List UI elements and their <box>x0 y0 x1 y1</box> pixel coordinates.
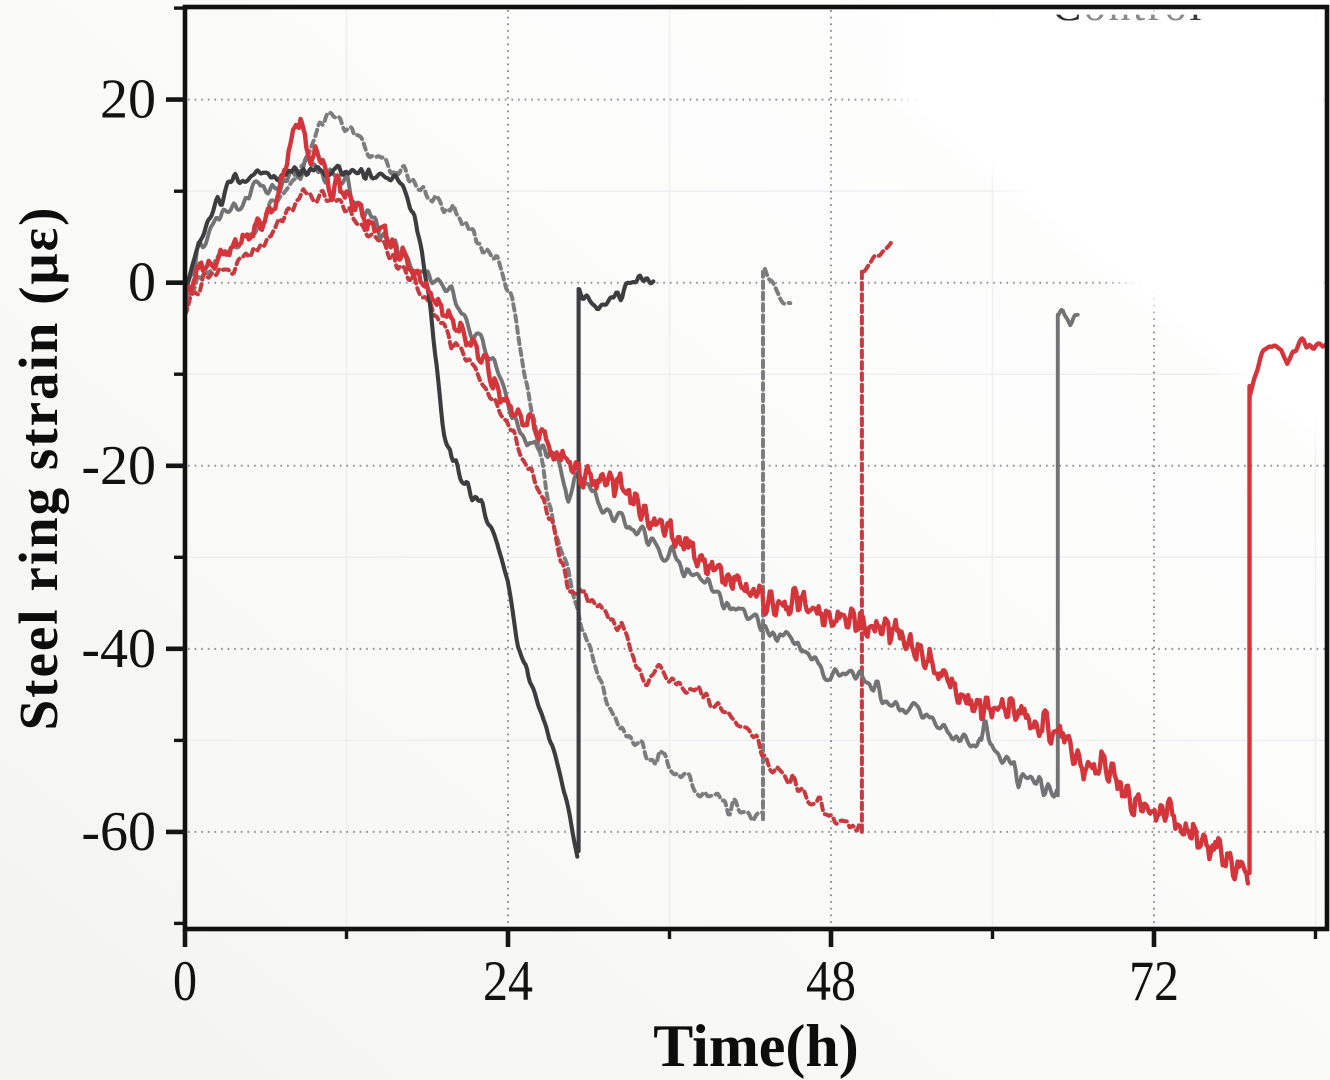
svg-text:Control: Control <box>1052 0 1204 30</box>
svg-text:-60: -60 <box>81 801 156 863</box>
svg-text:0: 0 <box>173 950 197 1013</box>
svg-text:48: 48 <box>806 950 856 1013</box>
svg-text:Time(h): Time(h) <box>653 1013 859 1079</box>
svg-text:Steel ring strain (με): Steel ring strain (με) <box>8 206 69 731</box>
svg-text:0: 0 <box>128 252 156 314</box>
svg-text:24: 24 <box>483 950 533 1013</box>
svg-text:20: 20 <box>100 69 156 131</box>
svg-text:-40: -40 <box>81 618 156 680</box>
svg-text:-20: -20 <box>81 435 156 497</box>
svg-text:72: 72 <box>1129 950 1179 1013</box>
